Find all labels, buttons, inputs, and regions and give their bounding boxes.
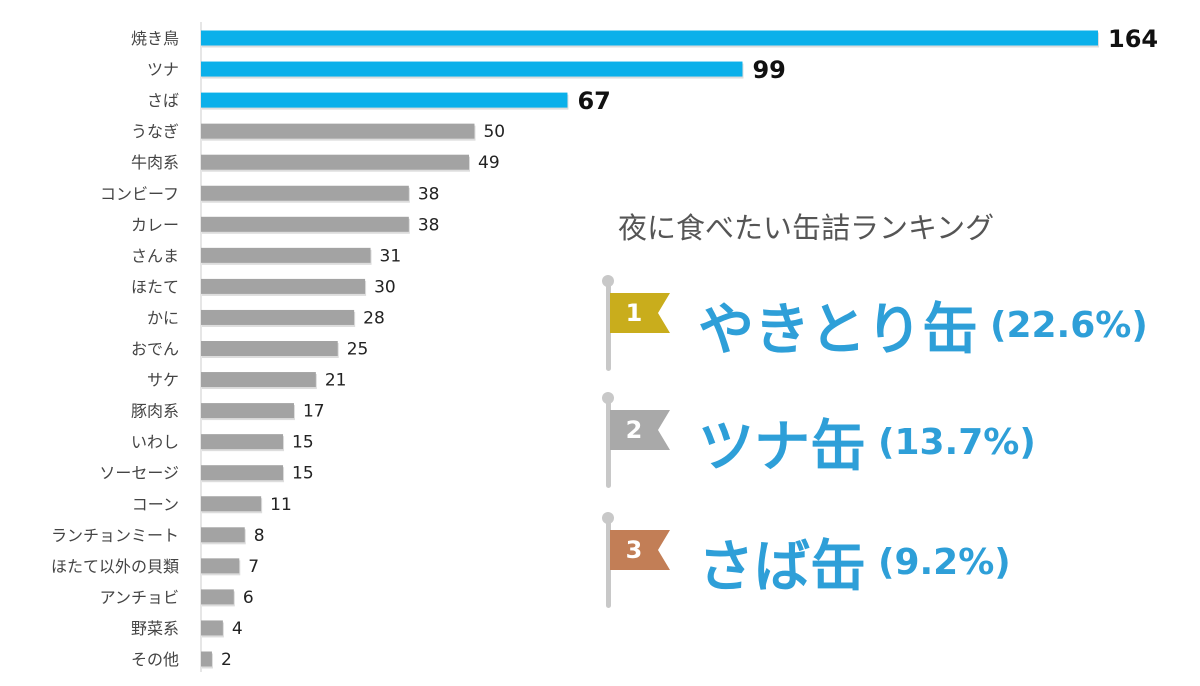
rank-name-2: ツナ缶: [698, 415, 866, 480]
rank-percent-1: (22.6%): [990, 305, 1148, 346]
category-label: コンビーフ: [100, 184, 179, 203]
flag-pole-cap: [602, 392, 614, 404]
bar: [201, 309, 355, 325]
rank-text-1: やきとり缶 (22.6%): [698, 285, 1148, 366]
category-label: その他: [131, 650, 179, 669]
category-label: 野菜系: [131, 619, 179, 638]
flag-pole-cap: [602, 275, 614, 287]
bar: [201, 434, 284, 450]
flag-pole-cap: [602, 512, 614, 524]
category-label: コーン: [132, 495, 179, 514]
category-label: さば: [147, 91, 179, 110]
category-label: いわし: [131, 433, 179, 452]
value-label: 50: [483, 122, 505, 142]
value-label: 4: [232, 619, 243, 639]
value-label: 15: [292, 433, 314, 453]
rank-item-2: 2 ツナ缶 (13.7%): [600, 392, 1190, 502]
value-label: 21: [325, 371, 347, 391]
category-label: うなぎ: [131, 122, 179, 141]
category-label: カレー: [131, 215, 179, 234]
rank-percent-2: (13.7%): [878, 422, 1036, 463]
category-label: かに: [147, 308, 179, 327]
value-label: 2: [221, 650, 232, 670]
flag-pole: [606, 396, 611, 488]
bar: [201, 527, 245, 543]
category-label: ほたて: [131, 277, 179, 296]
rank-number-1: 1: [625, 299, 643, 327]
rank-item-3: 3 さば缶 (9.2%): [600, 512, 1190, 622]
flag-pole: [606, 279, 611, 371]
bar: [201, 465, 284, 481]
category-label: さんま: [131, 246, 179, 265]
flag-pole: [606, 516, 611, 608]
bar: [201, 341, 338, 356]
value-label: 49: [478, 153, 500, 173]
bar: [201, 92, 568, 108]
bar: [201, 558, 240, 574]
value-label: 25: [347, 340, 369, 360]
ranking-title: 夜に食べたい缶詰ランキング: [618, 211, 995, 245]
value-label: 31: [380, 246, 402, 266]
category-label: ほたて以外の貝類: [51, 557, 179, 576]
value-label: 164: [1108, 25, 1158, 53]
ranking-panel: 夜に食べたい缶詰ランキング 1 やきとり缶 (22.6%) 2 ツナ缶 (13.7%…: [600, 195, 1190, 635]
category-label: 牛肉系: [131, 153, 179, 172]
value-label: 6: [243, 588, 254, 608]
rank-name-1: やきとり缶: [698, 298, 978, 363]
value-label: 30: [374, 277, 396, 297]
bar: [201, 61, 743, 77]
rank-percent-3: (9.2%): [878, 542, 1011, 583]
value-label: 8: [254, 526, 265, 546]
bar: [201, 403, 294, 419]
category-label: ランチョンミート: [51, 526, 179, 545]
bar: [201, 620, 223, 636]
rank-text-2: ツナ缶 (13.7%): [698, 402, 1036, 483]
bar: [201, 278, 366, 294]
rank-number-3: 3: [625, 536, 643, 564]
bar: [201, 247, 371, 263]
value-label: 38: [418, 215, 440, 235]
value-label: 17: [303, 402, 325, 422]
category-label: 焼き鳥: [131, 29, 179, 48]
value-label: 7: [248, 557, 259, 577]
value-label: 11: [270, 495, 292, 515]
category-label: 豚肉系: [131, 402, 179, 421]
rank-item-1: 1 やきとり缶 (22.6%): [600, 275, 1190, 385]
value-label: 15: [292, 464, 314, 484]
bar: [201, 154, 470, 170]
rank-number-2: 2: [625, 416, 643, 444]
bar: [201, 651, 212, 667]
value-label: 28: [363, 308, 385, 328]
category-label: おでん: [131, 340, 179, 359]
category-label: サケ: [147, 371, 179, 390]
bar: [201, 30, 1098, 46]
category-label: ソーセージ: [99, 464, 179, 483]
category-label: ツナ: [147, 60, 179, 79]
category-label: アンチョビ: [100, 588, 179, 607]
bar: [201, 496, 262, 512]
rank-text-3: さば缶 (9.2%): [698, 522, 1011, 603]
bar: [201, 372, 316, 388]
bar: [201, 123, 475, 139]
bar: [201, 216, 409, 232]
rank-name-3: さば缶: [698, 535, 866, 600]
bar: [201, 589, 234, 605]
bar: [201, 185, 409, 201]
value-label: 99: [752, 56, 785, 84]
value-label: 67: [577, 87, 610, 115]
value-label: 38: [418, 184, 440, 204]
